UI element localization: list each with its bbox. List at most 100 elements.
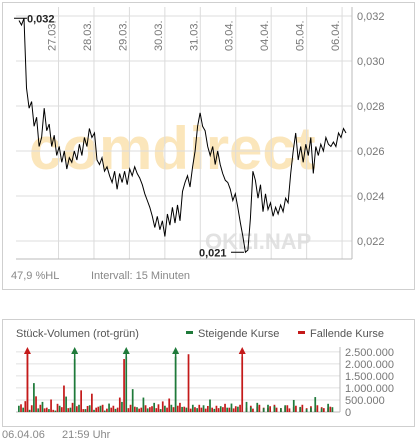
volume-bar-rising [256, 402, 259, 412]
volume-bar-falling [56, 403, 59, 412]
volume-chart: Stück-Volumen (rot-grün) Steigende Kurse F… [16, 328, 394, 419]
y-tick-label: 0 [345, 407, 351, 419]
volume-bar-rising [146, 408, 149, 412]
volume-bar-rising [249, 407, 252, 412]
volume-bar-falling [286, 405, 289, 412]
x-tick-label: 06.04. [330, 20, 342, 51]
volume-bar-falling [232, 408, 235, 412]
volume-bar-falling [176, 405, 179, 412]
volume-bar-rising [280, 408, 282, 412]
volume-bar-falling [110, 407, 113, 412]
volume-bar-rising [292, 399, 295, 412]
volume-bar-rising [65, 396, 67, 412]
price-chart-panel: comdirect OKEI.NAP 0,022 0,024 0,026 0,028 0,0… [2, 2, 415, 290]
volume-bar-falling [144, 405, 147, 412]
volume-bar-rising [202, 405, 205, 412]
volume-bar-rising [136, 407, 138, 412]
volume-bar-rising [196, 408, 198, 412]
volume-bar-falling [187, 354, 190, 412]
volume-bar-falling [52, 409, 55, 412]
y-tick-label: 0,022 [357, 236, 385, 248]
volume-bar-rising [142, 397, 145, 412]
volume-bar-rising [320, 408, 323, 412]
volume-bar-rising [78, 404, 80, 412]
volume-bar-falling [179, 402, 181, 412]
volume-bar-rising [331, 407, 334, 412]
volume-bar-rising [114, 408, 117, 412]
volume-bar-falling [24, 401, 27, 412]
volume-bar-rising [226, 407, 229, 412]
x-tick-label: 05.04. [295, 20, 307, 51]
volume-bar-rising [37, 408, 40, 412]
volume-bar-rising [273, 406, 276, 412]
volume-bar-falling [116, 407, 119, 412]
volume-bar-rising [213, 408, 216, 412]
y-tick-label: 0,032 [357, 11, 385, 23]
volume-bar-rising [69, 407, 72, 412]
volume-bar-rising [41, 401, 44, 412]
volume-bar-falling [269, 406, 271, 412]
volume-bar-falling [39, 404, 42, 412]
volume-chart-panel: Stück-Volumen (rot-grün) Steigende Kurse F… [2, 319, 415, 427]
y-tick-label: 0,030 [357, 56, 385, 68]
volume-bar-falling [97, 406, 100, 412]
volume-bar-falling [222, 407, 224, 412]
volume-bar-falling [151, 406, 153, 412]
volume-bar-falling [123, 359, 125, 412]
legend-swatch [186, 331, 193, 334]
volume-bar-falling [82, 409, 85, 412]
volume-bar-rising [245, 401, 248, 412]
volume-bar-falling [189, 408, 192, 412]
y-tick-label: 500.000 [345, 395, 385, 407]
volume-bar-rising [299, 406, 302, 412]
volume-bar-falling [63, 385, 65, 412]
volume-bar-rising [159, 409, 162, 412]
y-tick-label: 2.000.000 [345, 359, 394, 371]
volume-bar-falling [166, 407, 168, 412]
interval-label: Intervall: 15 Minuten [91, 270, 190, 282]
x-tick-label: 04.04. [259, 20, 271, 51]
volume-bar-rising [93, 409, 95, 412]
volume-bar-rising [305, 409, 308, 412]
volume-bar-rising [99, 405, 102, 412]
y-tick-label: 1.000.000 [345, 383, 394, 395]
volume-bar-falling [155, 408, 158, 412]
volume-bar-falling [316, 405, 319, 412]
legend-swatch [298, 331, 305, 334]
x-tick-label: 28.03. [82, 20, 94, 51]
volume-bar-rising [108, 403, 110, 412]
range-percent: 47,9 %HL [11, 270, 59, 282]
volume-bar-falling [322, 408, 325, 412]
volume-bar-rising [191, 404, 194, 412]
volume-bar-falling [252, 408, 254, 412]
volume-bar-rising [170, 404, 173, 412]
x-tick-label: 30.03. [153, 20, 165, 51]
volume-bar-falling [224, 403, 226, 412]
volume-bar-falling [301, 404, 304, 412]
volume-bar-rising [327, 403, 329, 412]
volume-bar-rising [84, 409, 87, 412]
volume-bar-rising [18, 405, 20, 412]
volume-bar-falling [43, 408, 46, 412]
volume-bar-rising [284, 405, 287, 412]
x-tick-label: 27.03. [47, 20, 59, 51]
volume-bar-falling [35, 396, 37, 412]
volume-bar-rising [219, 406, 222, 412]
clipped-arrow-icon [172, 347, 180, 354]
volume-bar-falling [295, 405, 297, 412]
volume-bar-rising [121, 401, 123, 412]
volume-bar-falling [86, 405, 89, 412]
volume-bar-falling [198, 404, 201, 412]
volume-bar-falling [106, 408, 108, 412]
volume-bar-rising [48, 409, 50, 412]
volume-bar-rising [314, 397, 317, 412]
volume-bar-rising [131, 389, 134, 412]
volume-bar-falling [288, 408, 291, 412]
volume-bar-falling [200, 407, 203, 412]
volume-bar-rising [310, 407, 312, 412]
volume-bar-rising [33, 383, 35, 412]
volume-bar-falling [138, 408, 140, 412]
y-tick-label: 2.500.000 [345, 347, 394, 359]
legend-label: Steigende Kurse [198, 328, 279, 340]
